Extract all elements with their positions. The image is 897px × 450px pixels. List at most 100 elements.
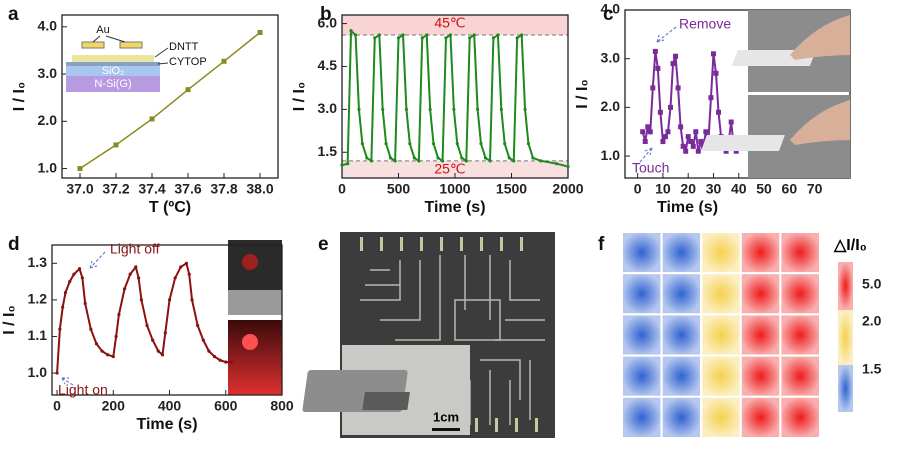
colorbar-title: △I/I₀ bbox=[833, 237, 867, 254]
x-axis-label: Time (s) bbox=[657, 199, 718, 216]
data-point bbox=[652, 48, 658, 54]
colorbar-tick-label: 1.5 bbox=[862, 361, 882, 377]
data-point bbox=[655, 65, 661, 71]
heat-cell bbox=[739, 354, 782, 398]
data-point bbox=[455, 142, 459, 146]
x-tick-label: 200 bbox=[102, 398, 126, 414]
data-point bbox=[673, 53, 679, 59]
data-point bbox=[460, 156, 464, 160]
data-point bbox=[436, 156, 440, 160]
data-point bbox=[221, 58, 227, 64]
annotation: Touch bbox=[632, 160, 669, 176]
data-point bbox=[499, 107, 503, 111]
x-tick-label: 1500 bbox=[496, 181, 527, 197]
data-point bbox=[683, 148, 689, 154]
data-point bbox=[468, 36, 472, 40]
data-point bbox=[224, 360, 228, 364]
heat-cell bbox=[660, 354, 703, 398]
data-point bbox=[388, 156, 393, 160]
annotation: 45℃ bbox=[434, 15, 465, 31]
data-point bbox=[647, 129, 653, 135]
data-point bbox=[207, 349, 211, 353]
data-point bbox=[472, 33, 476, 37]
x-tick-label: 37.0 bbox=[66, 181, 93, 197]
data-point bbox=[657, 109, 663, 115]
data-point bbox=[369, 159, 373, 163]
x-tick-label: 40 bbox=[731, 181, 747, 197]
x-tick-label: 50 bbox=[756, 181, 772, 197]
x-tick-label: 600 bbox=[214, 398, 238, 414]
colorbar-tick-label: 5.0 bbox=[862, 276, 882, 292]
y-tick-label: 2.0 bbox=[38, 112, 58, 128]
data-point bbox=[688, 138, 694, 144]
data-point bbox=[431, 142, 436, 146]
y-tick-label: 3.0 bbox=[38, 65, 58, 81]
data-point bbox=[184, 261, 189, 265]
data-point bbox=[117, 312, 121, 317]
layer-dntt bbox=[72, 55, 154, 62]
data-point bbox=[642, 138, 648, 144]
data-point bbox=[185, 87, 191, 93]
photo-hand bbox=[790, 100, 850, 145]
data-point bbox=[448, 33, 453, 37]
data-point bbox=[72, 272, 76, 276]
data-point bbox=[650, 85, 656, 91]
x-tick-label: 1000 bbox=[439, 181, 470, 197]
x-tick-label: 2000 bbox=[552, 181, 583, 197]
data-point bbox=[128, 272, 132, 276]
data-point bbox=[134, 265, 138, 269]
plot-frame bbox=[61, 14, 279, 179]
layer-gate bbox=[66, 76, 160, 92]
data-point bbox=[122, 287, 127, 291]
heat-cell bbox=[739, 231, 782, 275]
arrow bbox=[639, 147, 653, 163]
inset-label: N-Si(G) bbox=[94, 78, 131, 90]
data-point bbox=[539, 159, 543, 163]
x-tick-label: 500 bbox=[387, 181, 411, 197]
data-point bbox=[89, 327, 93, 331]
y-tick-label: 1.3 bbox=[28, 254, 48, 270]
colorbar-tick-label: 2.0 bbox=[862, 313, 882, 329]
data-point bbox=[496, 33, 500, 37]
data-point bbox=[137, 276, 141, 280]
panel-letter: b bbox=[320, 4, 332, 25]
data-point bbox=[698, 138, 704, 144]
heat-cell bbox=[779, 231, 822, 275]
data-line bbox=[56, 261, 232, 374]
heat-cell bbox=[621, 354, 663, 398]
electrode bbox=[119, 41, 143, 49]
x-tick-label: 37.8 bbox=[210, 181, 237, 197]
layer-cytop bbox=[66, 62, 160, 66]
data-point bbox=[346, 162, 350, 166]
data-point bbox=[360, 142, 364, 146]
data-point bbox=[68, 279, 72, 284]
data-point bbox=[491, 36, 496, 40]
data-point bbox=[640, 129, 646, 135]
data-point bbox=[353, 33, 358, 37]
y-tick-label: 4.0 bbox=[38, 18, 58, 34]
y-tick-label: 4.0 bbox=[601, 1, 621, 17]
x-tick-label: 60 bbox=[782, 181, 798, 197]
data-line bbox=[79, 31, 261, 170]
inset-label: CYTOP bbox=[169, 56, 207, 68]
y-axis-label: I / I₀ bbox=[291, 82, 308, 111]
heat-cell bbox=[660, 313, 703, 357]
data-point bbox=[151, 338, 155, 342]
heat-cell bbox=[621, 313, 663, 357]
data-point bbox=[61, 305, 65, 309]
heat-cell bbox=[779, 272, 822, 316]
electrode bbox=[81, 41, 105, 49]
annotation: Light on bbox=[58, 382, 108, 398]
data-point bbox=[710, 51, 716, 57]
arrow bbox=[656, 26, 677, 43]
sensor-photo bbox=[302, 232, 555, 438]
data-point bbox=[100, 349, 104, 353]
data-point bbox=[670, 61, 676, 67]
x-axis-label: T (ºC) bbox=[149, 199, 191, 216]
data-point bbox=[412, 156, 416, 160]
heat-cell bbox=[700, 313, 742, 357]
layer-oxide bbox=[66, 66, 160, 76]
inset-label: DNTT bbox=[169, 41, 199, 53]
data-point bbox=[723, 148, 729, 154]
hot-band bbox=[342, 15, 568, 36]
